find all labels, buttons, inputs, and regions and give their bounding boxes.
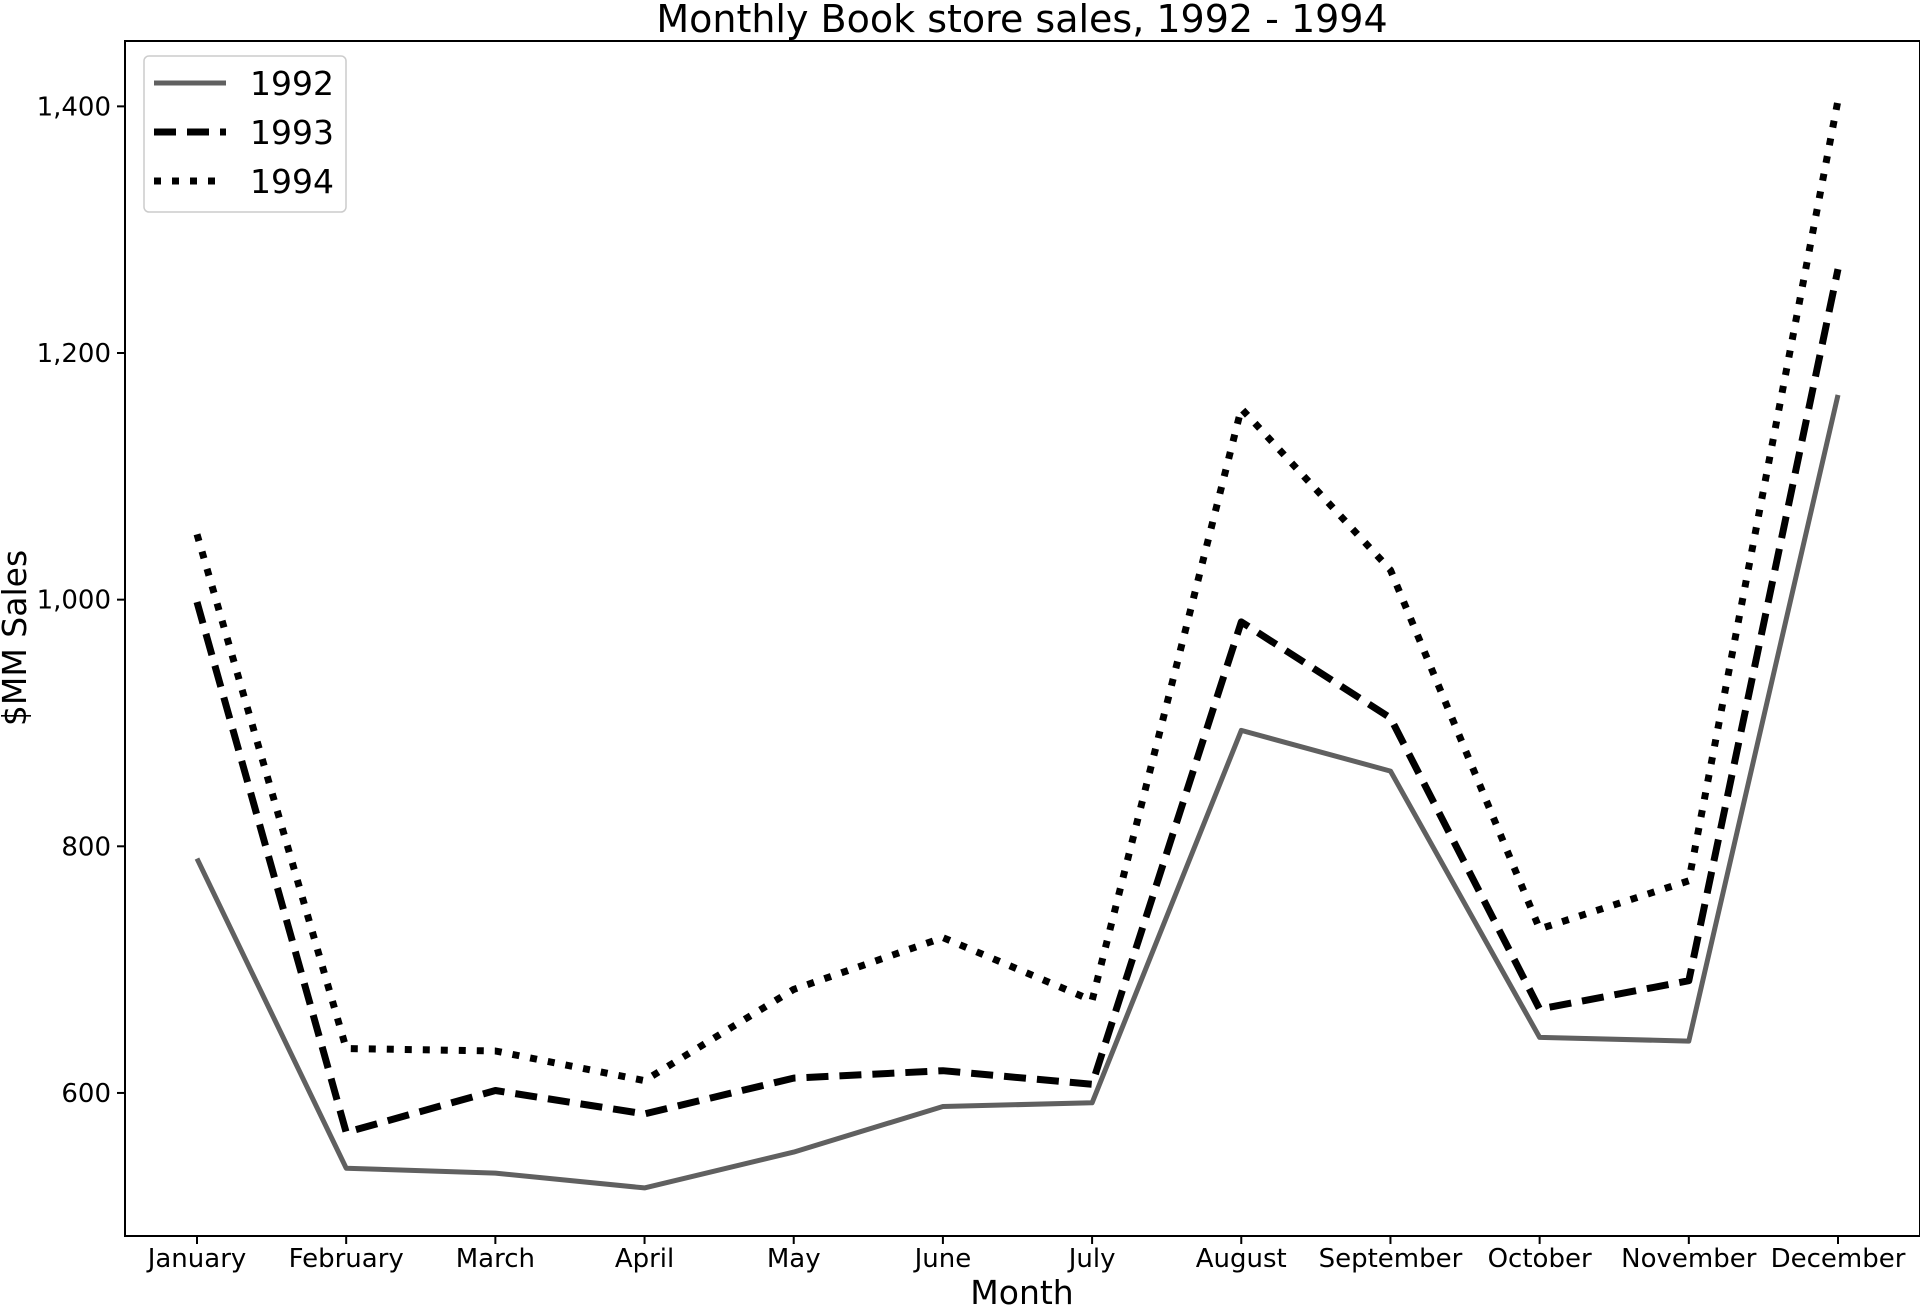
x-tick-label: October (1488, 1244, 1592, 1274)
legend-label-1993: 1993 (250, 113, 334, 152)
series-line-1994 (193, 99, 1842, 1085)
legend-label-1992: 1992 (250, 64, 334, 103)
x-axis: January February March April May June July Augu… (146, 1236, 1906, 1274)
x-tick-label: March (456, 1244, 535, 1274)
x-axis-label: Month (970, 1273, 1073, 1305)
plot-area (124, 40, 1920, 1237)
legend-label-1994: 1994 (250, 162, 334, 201)
series-line-1992 (194, 394, 1841, 1191)
x-tick-label: September (1319, 1244, 1463, 1274)
x-tick-label: February (289, 1244, 404, 1274)
y-axis-label: $MM Sales (0, 550, 34, 726)
chart-title: Monthly Book store sales, 1992 - 1994 (656, 0, 1387, 41)
x-tick-label: May (767, 1244, 821, 1274)
x-tick-label: December (1771, 1244, 1906, 1274)
series-lines (193, 99, 1842, 1191)
x-tick-label: July (1067, 1244, 1116, 1274)
y-tick-label: 600 (61, 1079, 111, 1109)
legend-box (143, 55, 347, 213)
series-line-1993 (193, 268, 1842, 1136)
x-tick-label: June (913, 1244, 972, 1274)
x-tick-label: April (615, 1244, 674, 1274)
y-tick-label: 1,000 (37, 586, 111, 616)
y-tick-label: 1,400 (37, 92, 111, 122)
x-tick-label: November (1621, 1244, 1757, 1274)
y-tick-label: 800 (61, 832, 111, 862)
x-tick-label: August (1196, 1244, 1287, 1274)
y-axis: 600 800 1,000 1,200 1,400 (37, 92, 125, 1109)
legend: 1992 1993 1994 (143, 55, 347, 213)
y-tick-label: 1,200 (37, 339, 111, 369)
x-tick-label: January (146, 1244, 247, 1274)
